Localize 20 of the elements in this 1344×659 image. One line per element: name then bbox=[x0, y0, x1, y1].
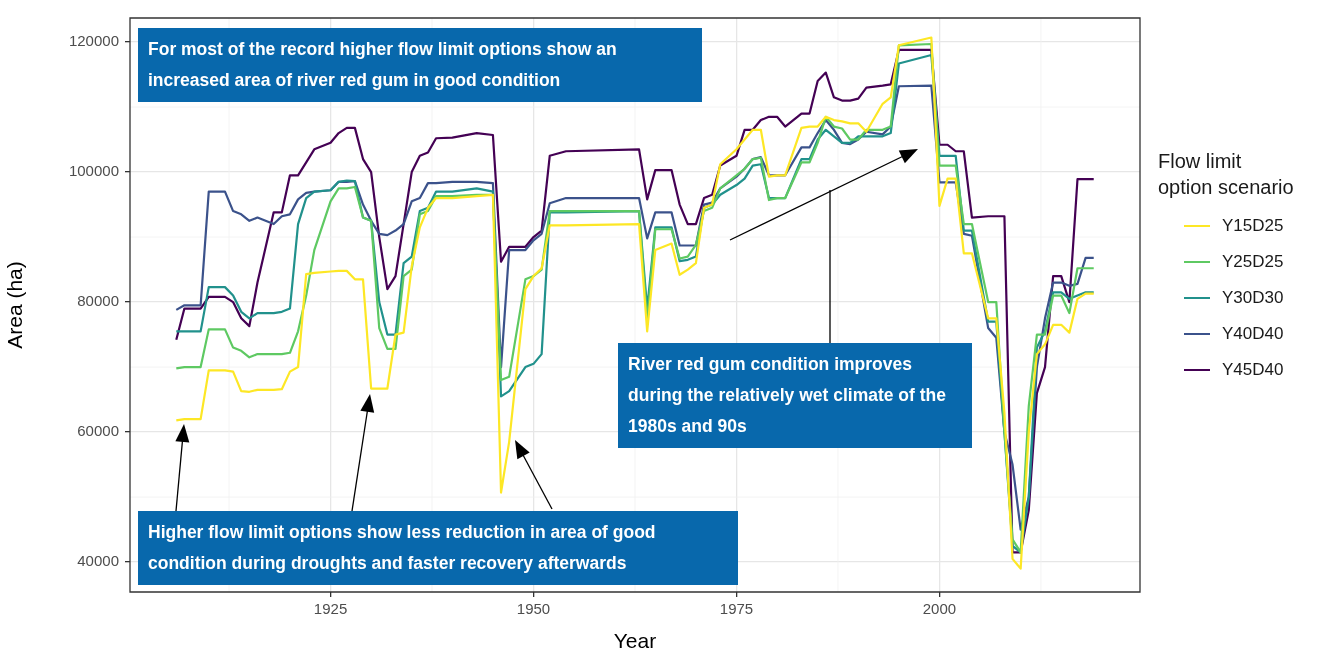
y-tick-label: 120000 bbox=[68, 32, 119, 50]
legend-label: Y45D40 bbox=[1222, 360, 1284, 380]
legend-label: Y25D25 bbox=[1222, 252, 1284, 272]
y-axis-title: Area (ha) bbox=[3, 261, 27, 349]
y-tick-label: 100000 bbox=[68, 162, 119, 180]
legend-title: Flow limit option scenario bbox=[1158, 149, 1294, 200]
x-tick-label: 1950 bbox=[516, 600, 551, 618]
y-tick-label: 80000 bbox=[77, 292, 119, 310]
legend-label: Y15D25 bbox=[1222, 216, 1284, 236]
y-tick-label: 60000 bbox=[77, 422, 119, 440]
x-axis-title: Year bbox=[613, 629, 657, 653]
note-box: For most of the record higher flow limit options show an increased area of river red gum in good condition bbox=[138, 28, 702, 102]
x-tick-label: 1975 bbox=[719, 600, 754, 618]
legend-label: Y40D40 bbox=[1222, 324, 1284, 344]
x-tick-label: 1925 bbox=[313, 600, 348, 618]
note-box: Higher flow limit options show less reduction in area of good condition during droughts and faster recovery afterwards bbox=[138, 511, 738, 585]
legend-label: Y30D30 bbox=[1222, 288, 1284, 308]
y-tick-label: 40000 bbox=[77, 552, 119, 570]
note-box: River red gum condition improves during the relatively wet climate of the 1980s and 90s bbox=[618, 343, 972, 448]
x-tick-label: 2000 bbox=[922, 600, 957, 618]
